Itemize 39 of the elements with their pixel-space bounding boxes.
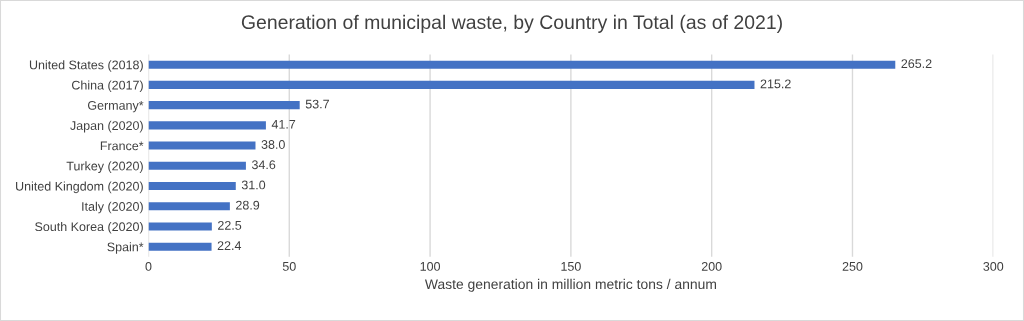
y-tick-label: France*: [100, 141, 144, 151]
data-label: 41.7: [271, 119, 296, 129]
bar: [148, 141, 256, 150]
chart-title: Generation of municipal waste, by Country in Total (as of 2021): [241, 14, 782, 33]
bar: [148, 80, 755, 89]
data-label: 34.6: [251, 160, 276, 170]
y-tick-label: Japan (2020): [70, 120, 143, 133]
bar: [148, 101, 300, 110]
bar: [148, 242, 212, 251]
y-tick-label: China (2017): [71, 80, 143, 93]
data-label: 22.5: [218, 220, 242, 230]
bar: [148, 202, 230, 211]
data-label: 31.0: [241, 180, 266, 190]
y-tick-label: Spain*: [107, 242, 144, 254]
x-tick-label: 100: [420, 261, 441, 271]
y-tick-label: United Kingdom (2020): [16, 181, 143, 194]
data-label: 53.7: [305, 99, 329, 109]
bar: [148, 161, 246, 170]
data-label: 38.0: [261, 140, 285, 149]
x-tick-label: 0: [145, 261, 152, 271]
y-tick-label: South Korea (2020): [35, 221, 143, 234]
x-tick-label: 200: [701, 261, 722, 271]
data-label: 28.9: [236, 200, 260, 210]
bar: [148, 121, 266, 130]
y-tick-label: Germany*: [87, 100, 144, 113]
x-tick-label: 300: [983, 261, 1004, 271]
x-axis-title: Waste generation in million metric tons / annum: [424, 278, 716, 292]
data-label: 265.2: [901, 59, 932, 69]
y-tick-label: Turkey (2020): [66, 161, 143, 173]
bar: [148, 222, 212, 231]
data-label: 22.4: [217, 241, 242, 250]
x-tick-label: 150: [561, 261, 581, 271]
y-tick-label: United States (2018): [29, 60, 143, 72]
bar: [148, 181, 236, 191]
data-label: 215.2: [760, 79, 791, 89]
x-tick-label: 50: [282, 261, 296, 271]
y-tick-label: Italy (2020): [82, 201, 143, 214]
bar: [148, 60, 896, 69]
x-tick-label: 250: [842, 261, 863, 271]
